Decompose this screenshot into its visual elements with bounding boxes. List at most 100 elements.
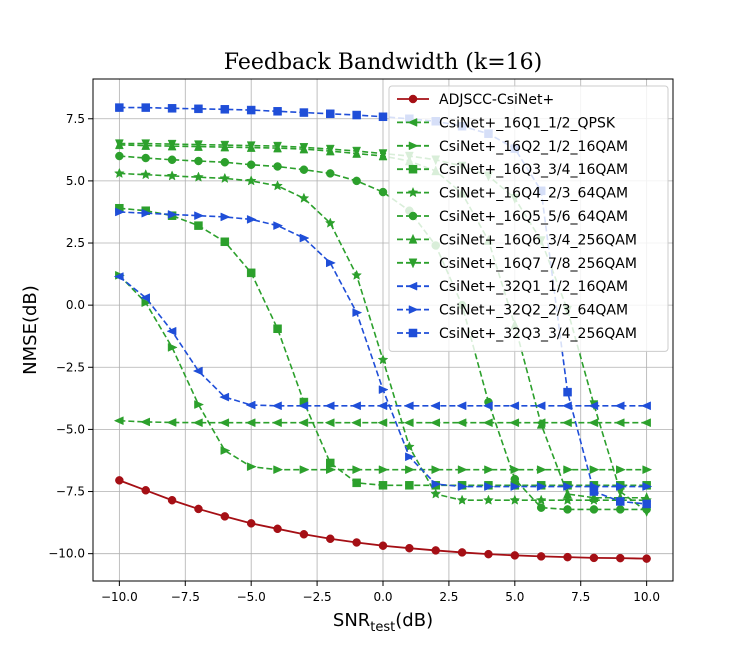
data-point: [405, 481, 414, 490]
legend-label: ADJSCC-CsiNet+: [439, 92, 554, 108]
data-point: [352, 478, 361, 488]
legend-marker: [407, 186, 419, 198]
data-point: [457, 482, 468, 491]
data-point: [377, 418, 388, 428]
data-point: [588, 418, 599, 428]
data-point: [324, 217, 336, 228]
data-point: [616, 553, 625, 563]
data-point: [192, 366, 203, 376]
data-point: [377, 354, 389, 365]
data-point: [115, 151, 124, 161]
legend-marker: [408, 233, 418, 244]
data-point: [352, 538, 361, 547]
data-point: [588, 401, 599, 411]
data-point: [326, 534, 335, 544]
data-point: [482, 401, 493, 411]
legend-item: ADJSCC-CsiNet+: [397, 92, 554, 108]
data-point: [167, 495, 177, 505]
data-point: [273, 524, 282, 534]
data-point: [245, 400, 256, 410]
y-tick-label: 7.5: [66, 112, 85, 126]
data-point: [141, 139, 151, 150]
data-point: [563, 482, 574, 491]
data-point: [457, 465, 468, 475]
data-point: [563, 552, 572, 562]
data-point: [642, 482, 653, 491]
data-point: [641, 401, 651, 411]
data-point: [324, 418, 335, 428]
x-tick-label: 7.5: [571, 590, 590, 604]
series-line: [118, 274, 647, 471]
data-point: [272, 180, 283, 191]
data-point: [220, 212, 231, 222]
data-point: [167, 155, 177, 165]
data-point: [273, 324, 282, 334]
data-point: [167, 104, 177, 113]
data-point: [616, 497, 625, 506]
data-point: [271, 401, 282, 411]
data-point: [352, 146, 362, 157]
data-point: [114, 139, 124, 150]
data-point: [456, 401, 467, 411]
data-point: [563, 387, 572, 397]
data-point: [298, 401, 309, 411]
legend-item: CsiNet+_16Q1_1/2_QPSK: [397, 115, 616, 131]
data-point: [431, 479, 442, 489]
series-0: [115, 476, 651, 563]
legend-marker: [408, 258, 418, 269]
series-8: [113, 272, 651, 411]
data-point: [378, 112, 388, 122]
legend-label: CsiNet+_16Q4_2/3_64QAM: [439, 186, 628, 202]
data-point: [141, 298, 152, 308]
y-axis-label: NMSE(dB): [20, 285, 41, 375]
data-point: [589, 492, 599, 502]
data-point: [642, 554, 651, 563]
x-tick-label: −7.5: [171, 590, 200, 604]
data-point: [140, 417, 150, 427]
data-point: [299, 233, 310, 243]
data-point: [509, 401, 520, 411]
data-point: [299, 108, 309, 117]
x-axis-label: SNRtest(dB): [333, 610, 433, 635]
data-point: [113, 272, 124, 281]
data-point: [246, 105, 256, 115]
legend-item: CsiNet+_32Q2_2/3_64QAM: [397, 303, 628, 319]
data-point: [141, 208, 152, 218]
data-point: [431, 465, 442, 475]
data-point: [167, 139, 177, 150]
data-point: [326, 465, 336, 475]
data-point: [482, 418, 493, 428]
data-point: [220, 140, 230, 151]
x-tick-label: 2.5: [439, 590, 458, 604]
legend-label: CsiNet+_16Q5_5/6_64QAM: [439, 209, 628, 225]
data-point: [246, 215, 257, 224]
y-tick-label: 5.0: [66, 174, 85, 188]
data-point: [536, 503, 546, 512]
data-point: [563, 465, 574, 475]
data-point: [166, 418, 177, 427]
data-point: [326, 109, 335, 119]
data-point: [220, 158, 230, 167]
data-point: [246, 268, 256, 278]
x-tick-label: −2.5: [303, 590, 332, 604]
data-point: [194, 156, 203, 166]
data-point: [378, 465, 389, 475]
data-point: [246, 519, 256, 528]
data-point: [352, 176, 361, 186]
legend-marker: [408, 94, 418, 104]
data-point: [510, 551, 520, 560]
axis-ticks: −10.0 −7.5 −5.0 −2.5 0.0 2.5 5.0 7.5 10.0 −10.0 −7…: [48, 112, 660, 604]
data-point: [298, 192, 310, 203]
legend-marker: [407, 118, 418, 127]
data-point: [166, 170, 178, 181]
data-point: [220, 237, 230, 247]
data-point: [113, 167, 125, 179]
data-point: [141, 486, 150, 495]
series-2: [115, 270, 653, 475]
data-point: [141, 103, 150, 112]
data-point: [456, 418, 467, 428]
data-point: [430, 401, 440, 411]
data-point: [273, 107, 282, 116]
data-point: [219, 172, 231, 183]
